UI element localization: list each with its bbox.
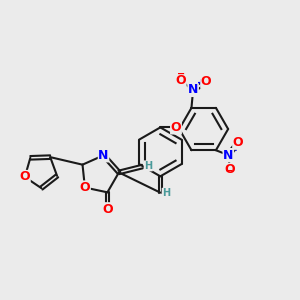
Text: O: O [102,203,113,216]
Text: N: N [98,149,109,162]
Text: N: N [188,83,198,96]
Text: O: O [201,75,212,88]
Text: H: H [162,188,170,198]
Text: −: − [177,69,185,79]
Text: O: O [80,181,90,194]
Text: +: + [232,143,240,153]
Text: O: O [20,170,30,184]
Text: O: O [225,163,235,176]
Text: O: O [233,136,243,149]
Text: O: O [171,121,181,134]
Text: +: + [197,78,205,88]
Text: O: O [176,74,186,87]
Text: N: N [223,148,233,162]
Text: H: H [144,161,152,171]
Text: −: − [225,166,233,176]
